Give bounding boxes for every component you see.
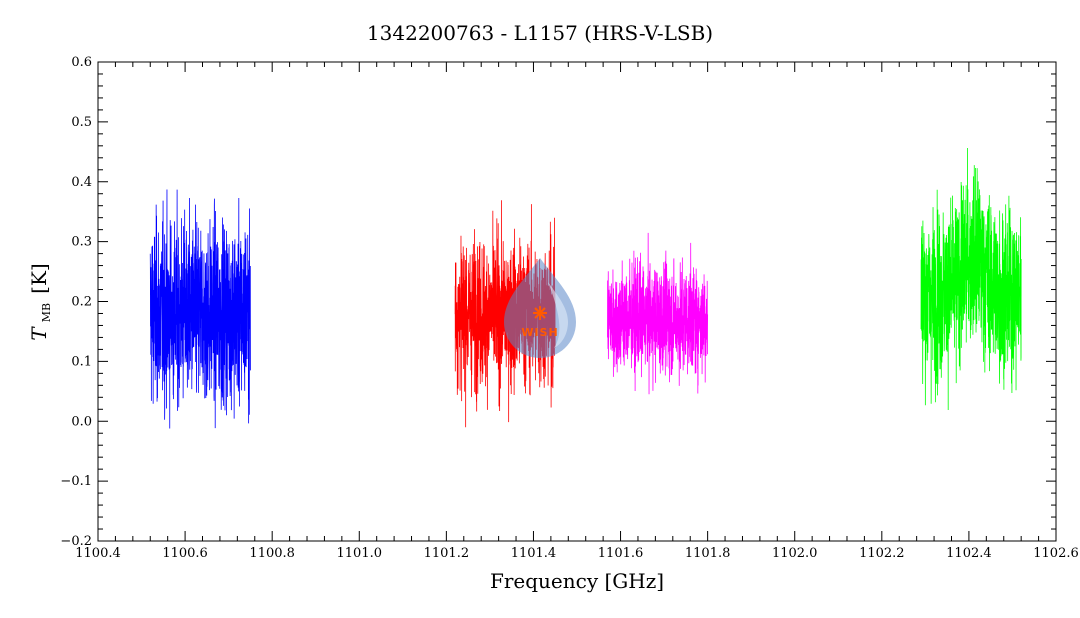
series-line (920, 147, 1022, 411)
wish-watermark: WISH (504, 258, 576, 358)
x-tick-label: 1101.8 (685, 546, 731, 561)
y-tick-label: 0.5 (71, 115, 92, 130)
x-tick-label: 1100.6 (162, 546, 208, 561)
x-tick-label: 1102.2 (859, 546, 905, 561)
x-tick-label: 1101.4 (511, 546, 557, 561)
x-tick-label: 1101.6 (598, 546, 644, 561)
y-tick-label: 0.0 (71, 414, 92, 429)
x-axis: 1100.4 1100.6 1100.8 1101.0 1101.2 1101.4 1101… (75, 62, 1079, 561)
x-tick-label: 1100.4 (75, 546, 121, 561)
y-tick-label: −0.1 (60, 474, 92, 489)
y-axis-label-unit: [K] (27, 263, 51, 294)
y-axis-label-subscript: MB (40, 303, 53, 322)
y-axis-label-symbol: T (27, 326, 51, 341)
plot-area: 1100.4 1100.6 1100.8 1101.0 1101.2 1101.4 1101… (60, 55, 1078, 561)
x-tick-label: 1102.4 (946, 546, 992, 561)
y-axis-label: T MB [K] (27, 263, 54, 340)
x-tick-label: 1101.0 (337, 546, 383, 561)
y-tick-label: 0.2 (71, 295, 92, 310)
y-axis: −0.2 −0.1 0.0 0.1 0.2 0.3 0.4 0.5 0.6 (60, 55, 1056, 549)
series-line (607, 232, 709, 395)
y-tick-label: 0.4 (71, 175, 92, 190)
series-layer (149, 147, 1022, 429)
x-tick-label: 1102.0 (772, 546, 818, 561)
y-tick-label: 0.6 (71, 55, 92, 70)
watermark-label: WISH (521, 326, 558, 339)
y-tick-label: 0.1 (71, 354, 92, 369)
y-tick-label: −0.2 (60, 534, 92, 549)
chart-title: 1342200763 - L1157 (HRS-V-LSB) (367, 21, 713, 45)
x-tick-label: 1101.2 (424, 546, 470, 561)
series-line (149, 189, 251, 429)
x-axis-label: Frequency [GHz] (490, 569, 664, 593)
x-tick-label: 1102.6 (1033, 546, 1079, 561)
watermark-star-icon (533, 306, 547, 320)
x-tick-label: 1100.8 (249, 546, 295, 561)
svg-text:T MB [K]: T MB [K] (27, 263, 54, 340)
y-tick-label: 0.3 (71, 235, 92, 250)
watermark-drop-highlight (548, 282, 568, 348)
